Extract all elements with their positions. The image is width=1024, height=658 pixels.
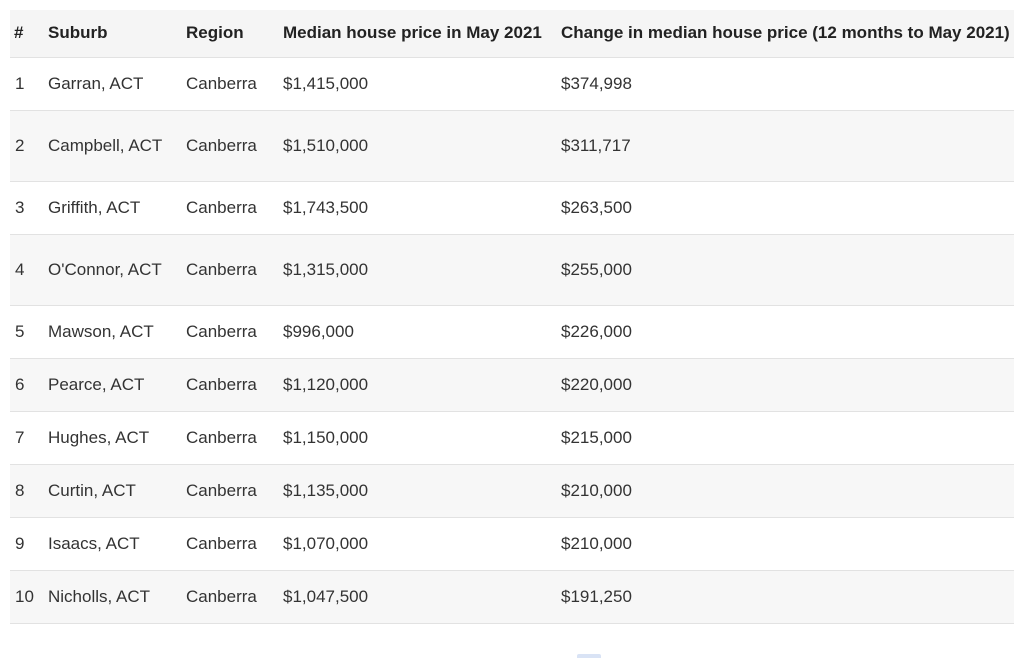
median-price-cell: $996,000 bbox=[279, 305, 557, 359]
table-row: 10 Nicholls, ACT Canberra $1,047,500 $19… bbox=[10, 570, 1014, 624]
header-row: # Suburb Region Median house price in Ma… bbox=[10, 10, 1014, 58]
suburb-cell: Griffith, ACT bbox=[44, 181, 182, 235]
median-price-cell: $1,047,500 bbox=[279, 570, 557, 624]
median-price-cell: $1,415,000 bbox=[279, 57, 557, 111]
table-row: 4 O'Connor, ACT Canberra $1,315,000 $255… bbox=[10, 234, 1014, 306]
region-cell: Canberra bbox=[182, 570, 279, 624]
suburb-cell: O'Connor, ACT bbox=[44, 234, 182, 306]
table-header: # Suburb Region Median house price in Ma… bbox=[10, 10, 1014, 58]
table-row: 7 Hughes, ACT Canberra $1,150,000 $215,0… bbox=[10, 411, 1014, 465]
median-price-cell: $1,510,000 bbox=[279, 110, 557, 182]
suburb-cell: Hughes, ACT bbox=[44, 411, 182, 465]
price-change-cell: $311,717 bbox=[557, 110, 1014, 182]
median-price-cell: $1,150,000 bbox=[279, 411, 557, 465]
region-cell: Canberra bbox=[182, 305, 279, 359]
table-row: 9 Isaacs, ACT Canberra $1,070,000 $210,0… bbox=[10, 517, 1014, 571]
median-price-cell: $1,743,500 bbox=[279, 181, 557, 235]
rank-cell: 10 bbox=[10, 570, 44, 624]
region-cell: Canberra bbox=[182, 411, 279, 465]
suburb-cell: Isaacs, ACT bbox=[44, 517, 182, 571]
price-change-cell: $191,250 bbox=[557, 570, 1014, 624]
table-row: 5 Mawson, ACT Canberra $996,000 $226,000 bbox=[10, 305, 1014, 359]
header-rank: # bbox=[10, 10, 44, 58]
rank-cell: 4 bbox=[10, 234, 44, 306]
price-change-cell: $210,000 bbox=[557, 464, 1014, 518]
table-row: 8 Curtin, ACT Canberra $1,135,000 $210,0… bbox=[10, 464, 1014, 518]
price-change-cell: $215,000 bbox=[557, 411, 1014, 465]
region-cell: Canberra bbox=[182, 234, 279, 306]
median-price-cell: $1,315,000 bbox=[279, 234, 557, 306]
price-change-cell: $220,000 bbox=[557, 358, 1014, 412]
price-change-cell: $263,500 bbox=[557, 181, 1014, 235]
region-cell: Canberra bbox=[182, 181, 279, 235]
suburb-cell: Mawson, ACT bbox=[44, 305, 182, 359]
rank-cell: 3 bbox=[10, 181, 44, 235]
rank-cell: 5 bbox=[10, 305, 44, 359]
rank-cell: 6 bbox=[10, 358, 44, 412]
suburb-price-table: # Suburb Region Median house price in Ma… bbox=[10, 10, 1014, 624]
median-price-cell: $1,120,000 bbox=[279, 358, 557, 412]
rank-cell: 7 bbox=[10, 411, 44, 465]
table-row: 6 Pearce, ACT Canberra $1,120,000 $220,0… bbox=[10, 358, 1014, 412]
rank-cell: 8 bbox=[10, 464, 44, 518]
price-change-cell: $255,000 bbox=[557, 234, 1014, 306]
header-suburb: Suburb bbox=[44, 10, 182, 58]
rank-cell: 1 bbox=[10, 57, 44, 111]
price-change-cell: $374,998 bbox=[557, 57, 1014, 111]
price-change-cell: $210,000 bbox=[557, 517, 1014, 571]
suburb-cell: Nicholls, ACT bbox=[44, 570, 182, 624]
table-body: 1 Garran, ACT Canberra $1,415,000 $374,9… bbox=[10, 57, 1014, 624]
suburb-cell: Campbell, ACT bbox=[44, 110, 182, 182]
suburb-cell: Pearce, ACT bbox=[44, 358, 182, 412]
suburb-cell: Garran, ACT bbox=[44, 57, 182, 111]
header-price-change: Change in median house price (12 months … bbox=[557, 10, 1014, 58]
table-row: 3 Griffith, ACT Canberra $1,743,500 $263… bbox=[10, 181, 1014, 235]
header-region: Region bbox=[182, 10, 279, 58]
region-cell: Canberra bbox=[182, 57, 279, 111]
rank-cell: 9 bbox=[10, 517, 44, 571]
region-cell: Canberra bbox=[182, 110, 279, 182]
table-row: 1 Garran, ACT Canberra $1,415,000 $374,9… bbox=[10, 57, 1014, 111]
region-cell: Canberra bbox=[182, 464, 279, 518]
suburb-cell: Curtin, ACT bbox=[44, 464, 182, 518]
median-price-cell: $1,135,000 bbox=[279, 464, 557, 518]
rank-cell: 2 bbox=[10, 110, 44, 182]
region-cell: Canberra bbox=[182, 517, 279, 571]
region-cell: Canberra bbox=[182, 358, 279, 412]
median-price-cell: $1,070,000 bbox=[279, 517, 557, 571]
scroll-indicator[interactable] bbox=[577, 654, 601, 658]
header-median-price: Median house price in May 2021 bbox=[279, 10, 557, 58]
price-change-cell: $226,000 bbox=[557, 305, 1014, 359]
suburb-price-table-container: # Suburb Region Median house price in Ma… bbox=[10, 10, 1014, 624]
table-row: 2 Campbell, ACT Canberra $1,510,000 $311… bbox=[10, 110, 1014, 182]
